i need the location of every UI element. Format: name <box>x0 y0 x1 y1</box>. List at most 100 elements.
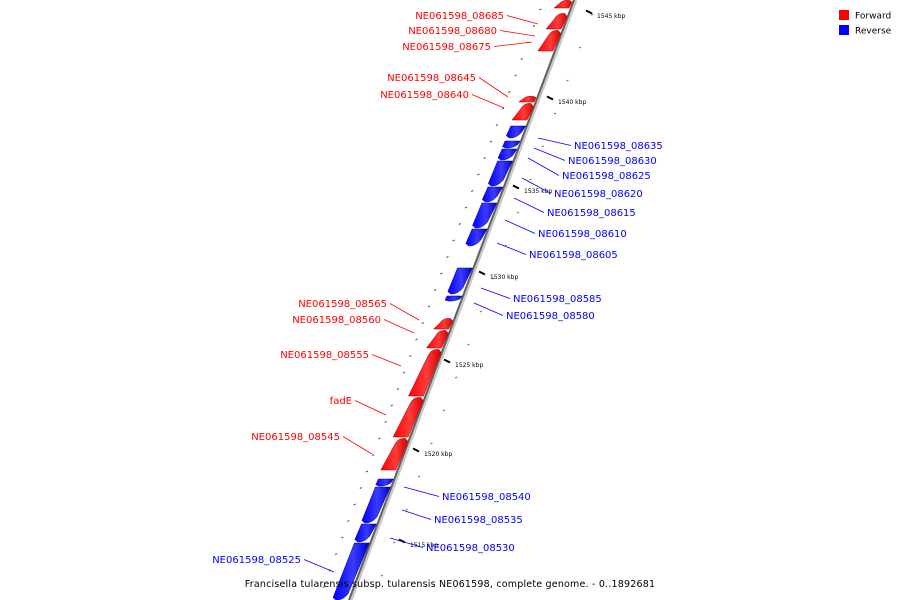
gene-leader-line <box>389 303 420 321</box>
gene-leader-line <box>533 147 566 161</box>
gene-label[interactable]: NE061598_08560 <box>292 315 381 326</box>
minor-tick-mark <box>409 355 412 357</box>
gene-label[interactable]: NE061598_08640 <box>380 90 469 101</box>
gene-label[interactable]: NE061598_08610 <box>538 229 627 240</box>
gene-label[interactable]: NE061598_08540 <box>442 492 531 503</box>
minor-tick-mark <box>514 74 517 77</box>
reverse-gene-block[interactable] <box>332 542 370 600</box>
reverse-gene-block[interactable] <box>481 186 504 203</box>
minor-tick-mark <box>553 112 557 115</box>
minor-tick-mark <box>508 91 511 93</box>
forward-gene-block[interactable] <box>380 438 409 471</box>
major-tick-mark <box>546 95 554 101</box>
gene-leader-line <box>496 242 527 255</box>
reverse-gene-block[interactable] <box>444 295 463 302</box>
gene-leader-line <box>478 77 509 98</box>
minor-tick-mark <box>396 388 400 390</box>
gene-label[interactable]: NE061598_08535 <box>434 515 523 526</box>
tick-label: 1520 kbp <box>424 451 452 458</box>
minor-tick-mark <box>442 409 446 412</box>
reverse-gene-block[interactable] <box>497 148 518 161</box>
reverse-gene-block[interactable] <box>354 523 377 543</box>
major-ticks: 1515 kbp 1520 kbp 1525 kbp 1530 kbp 1535 kbp… <box>398 9 625 549</box>
gene-leader-line <box>506 15 539 25</box>
minor-tick-mark <box>495 124 499 126</box>
gene-leader-line <box>401 509 432 520</box>
gene-label[interactable]: NE061598_08625 <box>562 171 651 182</box>
gene-label[interactable]: NE061598_08680 <box>408 26 497 37</box>
reverse-gene-block[interactable] <box>361 486 391 524</box>
backbone-line <box>348 0 575 600</box>
gene-leader-line <box>499 30 536 37</box>
gene-label[interactable]: NE061598_08615 <box>547 208 636 219</box>
gene-leader-line <box>504 219 536 234</box>
gene-label[interactable]: NE061598_08545 <box>251 432 340 443</box>
reverse-gene-block[interactable] <box>472 202 498 229</box>
gene-label[interactable]: NE061598_08620 <box>554 189 643 200</box>
minor-tick-mark <box>433 289 437 291</box>
minor-tick-mark <box>492 277 495 280</box>
minor-tick-mark <box>520 58 523 60</box>
minor-tick-mark <box>470 190 474 192</box>
gene-leader-line <box>527 157 560 176</box>
gene-label[interactable]: NE061598_08685 <box>415 11 504 22</box>
minor-tick-mark <box>393 541 396 544</box>
reverse-gene-block[interactable] <box>375 478 394 487</box>
chromosome-backbone <box>348 0 578 600</box>
tick-label: 1545 kbp <box>597 13 625 20</box>
forward-gene-block[interactable] <box>553 0 573 9</box>
minor-tick-mark <box>322 586 325 588</box>
reverse-gene-block[interactable] <box>505 125 527 139</box>
gene-leader-line <box>521 177 552 194</box>
forward-gene-block[interactable] <box>545 13 568 30</box>
gene-label[interactable]: NE061598_08555 <box>280 350 369 361</box>
minor-tick-mark <box>467 343 470 346</box>
gene-label[interactable]: NE061598_08530 <box>426 543 515 554</box>
gene-label[interactable]: NE061598_08675 <box>402 42 491 53</box>
legend-reverse-swatch <box>839 25 849 35</box>
minor-tick-mark <box>479 310 483 313</box>
minor-tick-mark <box>483 157 486 159</box>
minor-tick-mark <box>591 13 594 16</box>
tick-label: 1530 kbp <box>490 274 518 281</box>
minor-tick-mark <box>384 421 387 423</box>
forward-gene-block[interactable] <box>511 103 534 121</box>
gene-label[interactable]: NE061598_08645 <box>387 73 476 84</box>
minor-tick-mark <box>458 223 462 225</box>
minor-tick-mark <box>359 487 363 489</box>
gene-label[interactable]: NE061598_08585 <box>513 294 602 305</box>
gene-leader-line <box>537 137 572 146</box>
minor-tick-mark <box>341 536 344 539</box>
minor-tick-mark <box>452 239 455 242</box>
gene-leader-line <box>403 486 440 497</box>
gene-leader-line <box>389 537 424 548</box>
gene-label[interactable]: NE061598_08525 <box>212 555 301 566</box>
reverse-gene-block[interactable] <box>465 228 488 247</box>
reverse-gene-block[interactable] <box>447 267 473 295</box>
forward-gene-block[interactable] <box>537 30 562 52</box>
tick-label: 1540 kbp <box>558 99 586 106</box>
forward-gene-block[interactable] <box>426 330 449 349</box>
forward-gene-block[interactable] <box>432 318 454 330</box>
major-tick-mark <box>512 184 520 190</box>
minor-tick-mark <box>489 140 493 143</box>
gene-label[interactable]: NE061598_08630 <box>568 156 657 167</box>
minor-tick-mark <box>566 79 569 82</box>
forward-gene-block[interactable] <box>392 397 424 438</box>
minor-tick-mark <box>365 470 369 473</box>
gene-label[interactable]: NE061598_08635 <box>574 141 663 152</box>
gene-label[interactable]: NE061598_08565 <box>298 299 387 310</box>
gene-label[interactable]: NE061598_08580 <box>506 311 595 322</box>
minor-tick-mark <box>529 178 532 181</box>
minor-tick-mark <box>390 404 394 407</box>
minor-tick-mark <box>417 475 421 478</box>
gene-label[interactable]: fadE <box>330 396 352 407</box>
forward-gene-block[interactable] <box>518 96 537 103</box>
minor-tick-mark <box>541 145 545 148</box>
genes-layer <box>332 0 573 600</box>
gene-label[interactable]: NE061598_08605 <box>529 250 618 261</box>
reverse-gene-block[interactable] <box>502 140 521 149</box>
reverse-gene-block[interactable] <box>487 160 514 187</box>
forward-gene-block[interactable] <box>408 349 442 397</box>
